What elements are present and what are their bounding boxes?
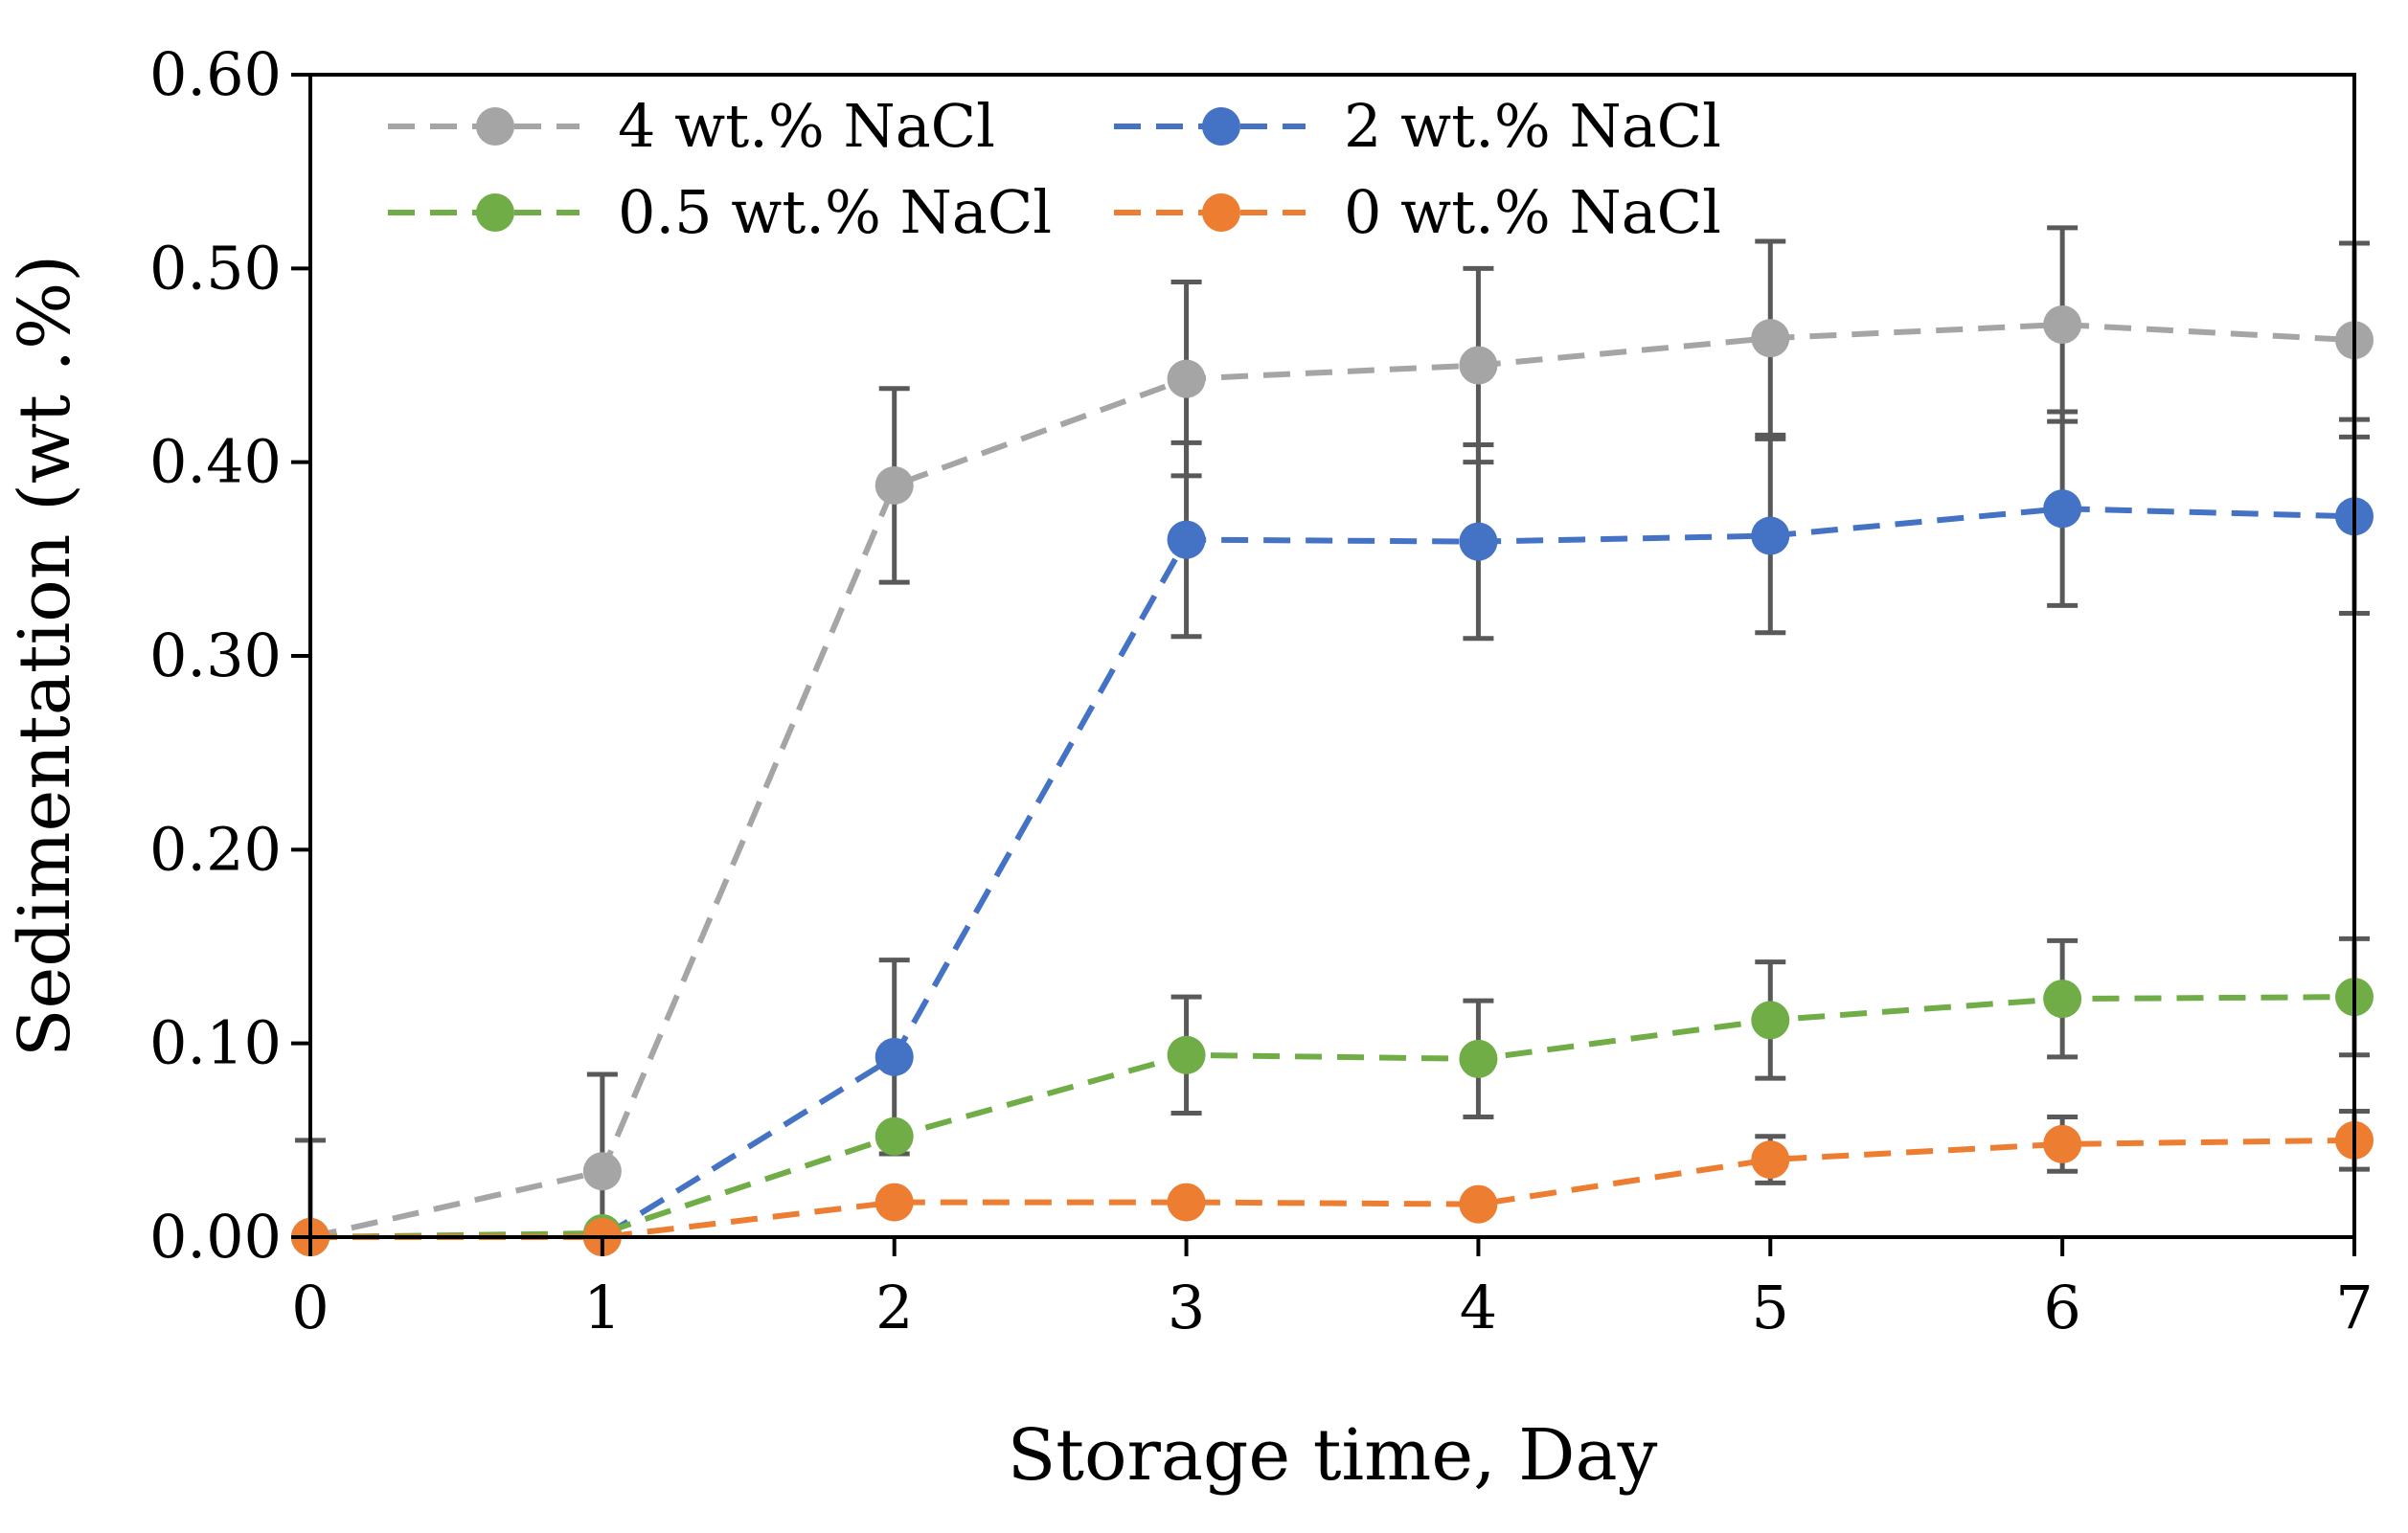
x-tick-label: 5	[1752, 1273, 1789, 1342]
data-point-2-wt-nacl	[1167, 520, 1206, 559]
x-tick-label: 1	[583, 1273, 621, 1342]
data-point-4-wt-nacl	[582, 1152, 622, 1191]
legend: 4 wt.% NaCl 2 wt.% NaCl 0.5 wt.% NaCl 0 wt.…	[388, 91, 1721, 247]
data-point-2-wt-nacl	[2043, 489, 2082, 529]
data-point-0-5-wt-nacl	[875, 1116, 914, 1156]
data-point-0-wt-nacl	[1751, 1140, 1790, 1180]
x-tick-label: 6	[2043, 1273, 2080, 1342]
series-line-4-wt-nacl	[309, 322, 2355, 1240]
data-point-4-wt-nacl	[1167, 359, 1206, 398]
data-point-0-5-wt-nacl	[2043, 980, 2082, 1019]
data-point-4-wt-nacl	[2043, 305, 2082, 345]
x-axis: 0 1 2 3 4 5 6 7	[291, 1237, 2374, 1342]
legend-label: 0.5 wt.% NaCl	[618, 177, 1052, 247]
data-point-0-wt-nacl	[1167, 1183, 1206, 1222]
x-tick-label: 2	[875, 1273, 913, 1342]
y-axis: 0.00 0.10 0.20 0.30 0.40 0.50 0.60	[149, 39, 310, 1272]
data-point-0-5-wt-nacl	[1167, 1035, 1206, 1074]
legend-label: 0 wt.% NaCl	[1344, 177, 1721, 247]
series-line-2-wt-nacl	[310, 506, 2355, 1240]
x-tick-label: 7	[2335, 1273, 2373, 1342]
data-point-0-wt-nacl	[1459, 1184, 1498, 1224]
y-tick-label: 0.10	[149, 1008, 282, 1078]
x-tick-label: 4	[1460, 1273, 1497, 1342]
legend-swatch-marker	[1202, 107, 1240, 146]
legend-swatch-marker	[476, 107, 514, 146]
x-axis-title: Storage time, Day	[1008, 1414, 1658, 1497]
legend-item-0-wt-nacl: 0 wt.% NaCl	[1114, 177, 1721, 247]
legend-label: 2 wt.% NaCl	[1344, 91, 1721, 161]
data-point-0-wt-nacl	[2043, 1124, 2082, 1163]
y-tick-label: 0.50	[149, 233, 282, 303]
y-tick-label: 0.20	[149, 814, 282, 884]
data-point-0-5-wt-nacl	[1459, 1039, 1498, 1078]
data-point-2-wt-nacl	[1459, 522, 1498, 561]
x-tick-label: 0	[291, 1273, 329, 1342]
legend-item-4-wt-nacl: 4 wt.% NaCl	[388, 91, 995, 161]
y-tick-label: 0.30	[149, 620, 282, 690]
series-line-0-5-wt-nacl	[309, 994, 2355, 1240]
y-tick-label: 0.60	[149, 39, 282, 109]
data-point-4-wt-nacl	[875, 465, 914, 505]
legend-swatch-marker	[1202, 193, 1240, 232]
legend-item-0-5-wt-nacl: 0.5 wt.% NaCl	[388, 177, 1052, 247]
y-axis-title: Sedimentation (wt .%)	[4, 255, 86, 1057]
series-line-0-wt-nacl	[310, 1137, 2355, 1240]
x-tick-label: 3	[1168, 1273, 1205, 1342]
legend-label: 4 wt.% NaCl	[618, 91, 995, 161]
data-point-2-wt-nacl	[1751, 516, 1790, 555]
y-tick-label: 0.00	[149, 1202, 282, 1272]
data-point-2-wt-nacl	[875, 1037, 914, 1076]
data-point-4-wt-nacl	[1459, 346, 1498, 385]
data-point-0-5-wt-nacl	[1751, 1001, 1790, 1040]
series-lines	[309, 322, 2355, 1240]
legend-item-2-wt-nacl: 2 wt.% NaCl	[1114, 91, 1721, 161]
legend-swatch-marker	[476, 193, 514, 232]
data-point-4-wt-nacl	[1751, 319, 1790, 358]
y-tick-label: 0.40	[149, 427, 282, 497]
data-point-0-wt-nacl	[875, 1183, 914, 1222]
